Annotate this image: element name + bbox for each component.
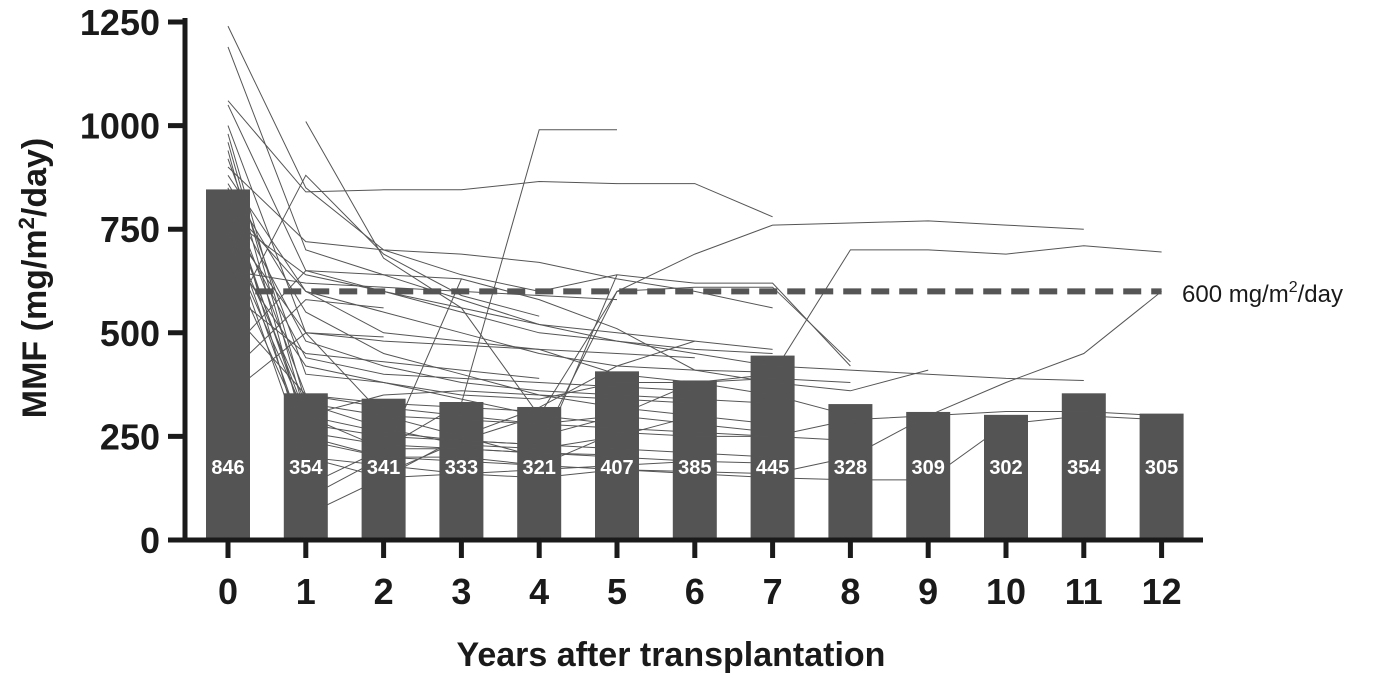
patient-line-37 bbox=[305, 278, 929, 500]
patient-line-39 bbox=[383, 220, 1084, 475]
patient-line-9 bbox=[227, 158, 851, 400]
bar-7 bbox=[750, 355, 795, 540]
bar-4 bbox=[517, 406, 562, 540]
reference-line-label: 600 mg/m2/day bbox=[1182, 279, 1343, 308]
y-axis-title-prefix: MMF (mg/m bbox=[16, 229, 54, 418]
individual-patient-lines bbox=[227, 25, 1162, 516]
bar-label-7: 445 bbox=[756, 457, 789, 479]
patient-line-25 bbox=[227, 241, 695, 417]
bar-10 bbox=[984, 414, 1028, 540]
patient-line-28 bbox=[227, 270, 618, 301]
patient-line-16 bbox=[227, 200, 773, 458]
x-tick-label-5: 5 bbox=[607, 571, 627, 612]
x-axis-title: Years after transplantation bbox=[457, 636, 886, 674]
y-tick-label-1250: 1250 bbox=[80, 2, 160, 43]
x-tick-label-3: 3 bbox=[451, 571, 471, 612]
y-axis-ticks: 0 250 500 750 1000 1250 bbox=[80, 2, 185, 561]
patient-line-19 bbox=[227, 212, 695, 392]
patient-line-12 bbox=[227, 183, 773, 425]
bar-label-11: 354 bbox=[1067, 457, 1101, 479]
patient-line-17 bbox=[227, 203, 773, 373]
patient-line-40 bbox=[539, 245, 1162, 437]
patient-line-26 bbox=[227, 249, 618, 425]
bar-label-1: 354 bbox=[289, 457, 323, 479]
bar-label-10: 302 bbox=[989, 457, 1022, 479]
bar-8 bbox=[828, 404, 873, 540]
bar-label-12: 305 bbox=[1145, 457, 1178, 479]
x-tick-label-11: 11 bbox=[1065, 571, 1103, 612]
y-tick-label-500: 500 bbox=[100, 313, 160, 354]
x-tick-label-4: 4 bbox=[529, 571, 549, 612]
patient-line-4 bbox=[227, 104, 1084, 381]
bar-9 bbox=[906, 411, 951, 540]
y-axis-title-sup: 2 bbox=[14, 217, 39, 229]
patient-line-41 bbox=[772, 291, 1162, 475]
reference-label-prefix: 600 mg/m bbox=[1182, 281, 1289, 308]
bar-label-4: 321 bbox=[523, 457, 556, 479]
y-tick-label-250: 250 bbox=[100, 416, 160, 457]
reference-label-sup: 2 bbox=[1289, 279, 1298, 296]
bar-label-9: 309 bbox=[912, 457, 945, 479]
x-tick-label-1: 1 bbox=[296, 571, 316, 612]
bar-label-6: 385 bbox=[678, 457, 711, 479]
patient-line-24 bbox=[227, 233, 695, 479]
x-axis-ticks: 0 1 2 3 4 5 6 7 8 9 10 11 12 bbox=[218, 540, 1182, 612]
patient-line-36 bbox=[305, 340, 695, 516]
patient-line-33 bbox=[227, 299, 384, 375]
patient-line-23 bbox=[227, 228, 851, 441]
bar-1 bbox=[283, 393, 328, 540]
bars bbox=[206, 189, 1184, 540]
bar-label-0: 846 bbox=[211, 457, 244, 479]
patient-line-32 bbox=[227, 270, 462, 354]
x-tick-label-12: 12 bbox=[1142, 571, 1182, 612]
y-axis-title-suffix: /day) bbox=[16, 138, 54, 217]
patient-line-21 bbox=[227, 220, 773, 475]
bar-3 bbox=[439, 402, 484, 540]
y-axis-title: MMF (mg/m2/day) bbox=[14, 138, 54, 418]
y-tick-label-750: 750 bbox=[100, 209, 160, 250]
bar-value-labels: 846 354 341 333 321 407 385 445 328 309 302 354 305 bbox=[211, 457, 1178, 479]
patient-line-34 bbox=[227, 332, 384, 396]
patient-line-20 bbox=[227, 216, 773, 354]
x-tick-label-7: 7 bbox=[763, 571, 783, 612]
patient-line-3 bbox=[227, 100, 773, 218]
y-tick-label-0: 0 bbox=[140, 520, 160, 561]
patient-line-14 bbox=[227, 191, 773, 433]
patient-line-10 bbox=[227, 166, 773, 309]
x-tick-label-6: 6 bbox=[685, 571, 705, 612]
patient-line-35 bbox=[305, 121, 540, 416]
x-tick-label-10: 10 bbox=[986, 571, 1026, 612]
patient-line-31 bbox=[227, 174, 540, 325]
patient-line-29 bbox=[227, 291, 540, 379]
patient-line-30 bbox=[227, 307, 540, 412]
patient-line-15 bbox=[227, 195, 773, 404]
patient-line-1 bbox=[227, 25, 851, 367]
bar-label-3: 333 bbox=[445, 457, 478, 479]
bar-label-8: 328 bbox=[834, 457, 867, 479]
patient-line-13 bbox=[227, 187, 1162, 481]
x-tick-label-0: 0 bbox=[218, 571, 238, 612]
bar-12 bbox=[1139, 413, 1184, 540]
x-tick-label-9: 9 bbox=[918, 571, 938, 612]
patient-line-38 bbox=[305, 129, 617, 487]
x-tick-label-2: 2 bbox=[374, 571, 394, 612]
patient-line-2 bbox=[227, 46, 773, 350]
bar-label-5: 407 bbox=[600, 457, 633, 479]
reference-label-suffix: /day bbox=[1298, 281, 1343, 308]
x-tick-label-8: 8 bbox=[840, 571, 860, 612]
bar-label-2: 341 bbox=[367, 457, 400, 479]
patient-line-27 bbox=[227, 257, 618, 456]
bar-2 bbox=[361, 398, 406, 540]
y-tick-label-1000: 1000 bbox=[80, 106, 160, 147]
bar-5 bbox=[595, 371, 639, 540]
